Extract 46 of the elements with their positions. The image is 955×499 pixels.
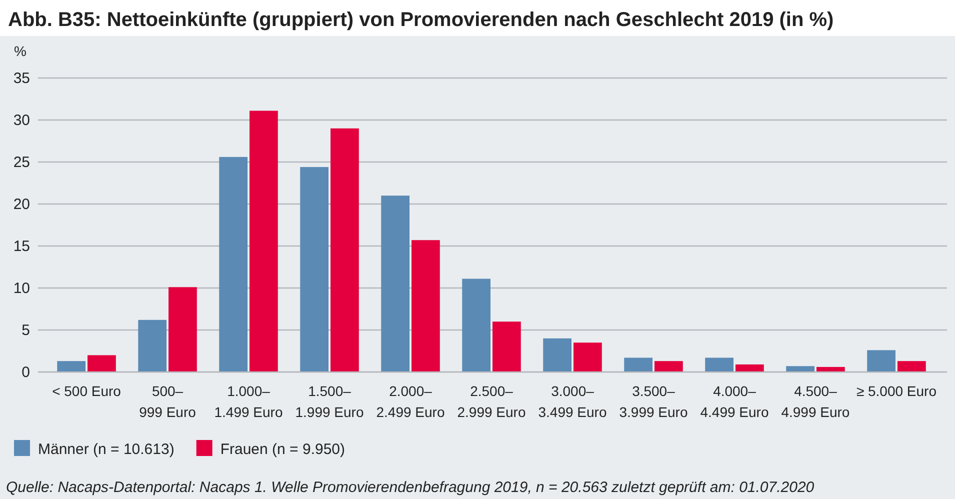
- bar: [573, 342, 602, 372]
- x-tick-label: 3.500–3.999 Euro: [619, 383, 688, 420]
- bar: [330, 128, 359, 372]
- y-tick-label: 20: [13, 196, 30, 213]
- bar: [705, 358, 734, 372]
- x-tick-label: ≥ 5.000 Euro: [856, 383, 937, 399]
- bar: [735, 364, 764, 372]
- bar: [168, 287, 197, 372]
- x-tick-label: 1.000–1.499 Euro: [214, 383, 283, 420]
- x-tick-label: 4.500–4.999 Euro: [781, 383, 850, 420]
- bar: [543, 338, 572, 372]
- x-tick-label: 1.500–1.999 Euro: [295, 383, 364, 420]
- x-tick-label: 2.000–2.499 Euro: [376, 383, 445, 420]
- bar: [412, 240, 440, 372]
- bar: [624, 358, 652, 372]
- x-tick-label: 4.000–4.499 Euro: [700, 383, 769, 420]
- x-tick-label: 500–999 Euro: [139, 383, 196, 420]
- y-tick-label: 25: [13, 154, 30, 171]
- y-tick-label: 5: [22, 322, 30, 339]
- legend-label: Männer (n = 10.613): [38, 441, 174, 458]
- bar: [88, 355, 116, 372]
- bar: [462, 278, 490, 372]
- bar: [786, 366, 814, 372]
- source-note: Quelle: Nacaps-Datenportal: Nacaps 1. Welle Promovierendenbefragung 2019, n = 20.563 zuletzt geprüft am: 01.07.2020: [6, 479, 815, 496]
- bar: [300, 167, 329, 372]
- chart-title: Abb. B35: Nettoeinkünfte (gruppiert) von Promovierenden nach Geschlecht 2019 (in %): [8, 9, 834, 31]
- bar: [138, 320, 167, 372]
- bar: [654, 361, 683, 372]
- bar: [57, 361, 86, 372]
- y-tick-label: 35: [13, 70, 30, 87]
- bar: [492, 322, 521, 372]
- y-tick-label: 30: [13, 112, 30, 129]
- bar: [897, 361, 926, 372]
- legend-label: Frauen (n = 9.950): [220, 441, 346, 458]
- bar: [250, 110, 278, 372]
- bar: [381, 196, 410, 372]
- x-tick-label: 2.500–2.999 Euro: [457, 383, 526, 420]
- x-tick-label: 3.000–3.499 Euro: [538, 383, 607, 420]
- bar: [867, 350, 896, 372]
- bar: [816, 366, 845, 372]
- bar: [219, 156, 248, 372]
- y-tick-label: 10: [13, 280, 30, 297]
- y-tick-label: 0: [22, 364, 30, 381]
- y-axis-title: %: [14, 43, 26, 59]
- y-tick-label: 15: [13, 238, 30, 255]
- x-tick-label: < 500 Euro: [52, 383, 122, 399]
